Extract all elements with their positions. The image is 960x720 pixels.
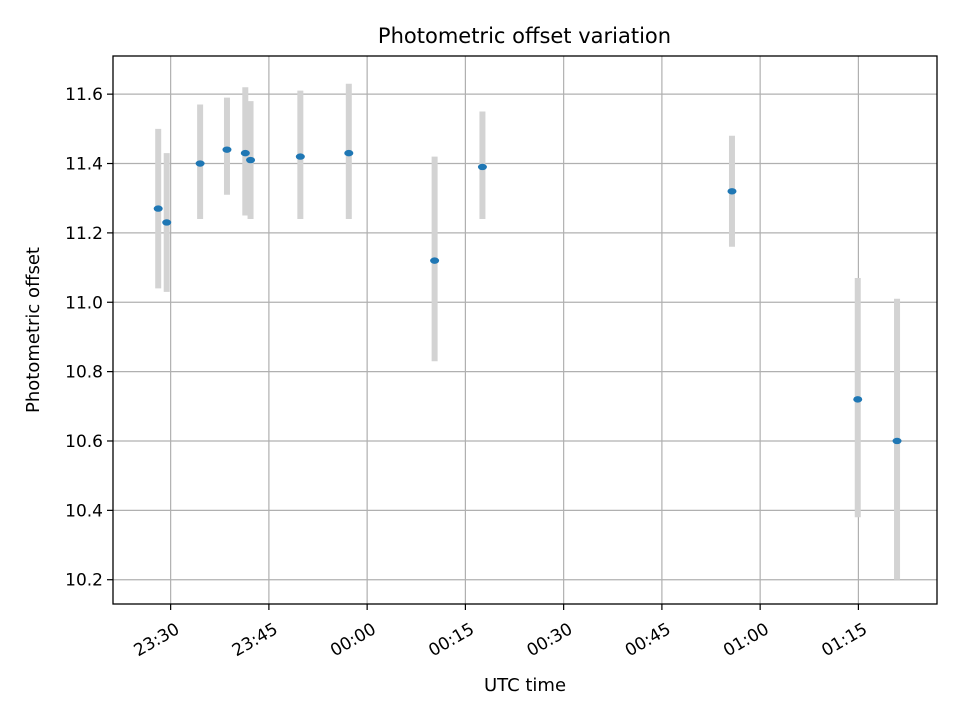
- y-tick-label: 11.0: [65, 293, 103, 313]
- data-point: [240, 149, 250, 157]
- y-tick-label: 10.4: [65, 501, 103, 521]
- data-point: [892, 437, 902, 445]
- grid: [113, 56, 937, 604]
- data-point: [853, 396, 863, 403]
- data-point: [162, 219, 172, 226]
- data-point: [246, 156, 256, 164]
- data-point: [477, 163, 487, 171]
- x-axis-title: UTC time: [484, 675, 566, 696]
- data-point: [727, 188, 737, 195]
- data-point: [430, 257, 440, 264]
- y-tick-label: 11.4: [65, 155, 103, 175]
- data-point: [295, 153, 305, 160]
- y-axis-title: Photometric offset: [23, 247, 44, 413]
- chart-title: Photometric offset variation: [378, 24, 671, 48]
- data-point: [344, 149, 354, 157]
- y-tick-label: 10.6: [65, 432, 103, 452]
- plot-frame: [112, 55, 938, 605]
- y-tick-label: 11.6: [65, 85, 103, 105]
- data-point: [153, 205, 163, 212]
- data-point: [195, 160, 205, 167]
- data-points: [153, 146, 902, 445]
- data-point: [222, 146, 232, 153]
- y-tick-label: 10.8: [65, 363, 103, 383]
- y-tick-label: 11.2: [65, 224, 103, 244]
- y-tick-label: 10.2: [65, 571, 103, 591]
